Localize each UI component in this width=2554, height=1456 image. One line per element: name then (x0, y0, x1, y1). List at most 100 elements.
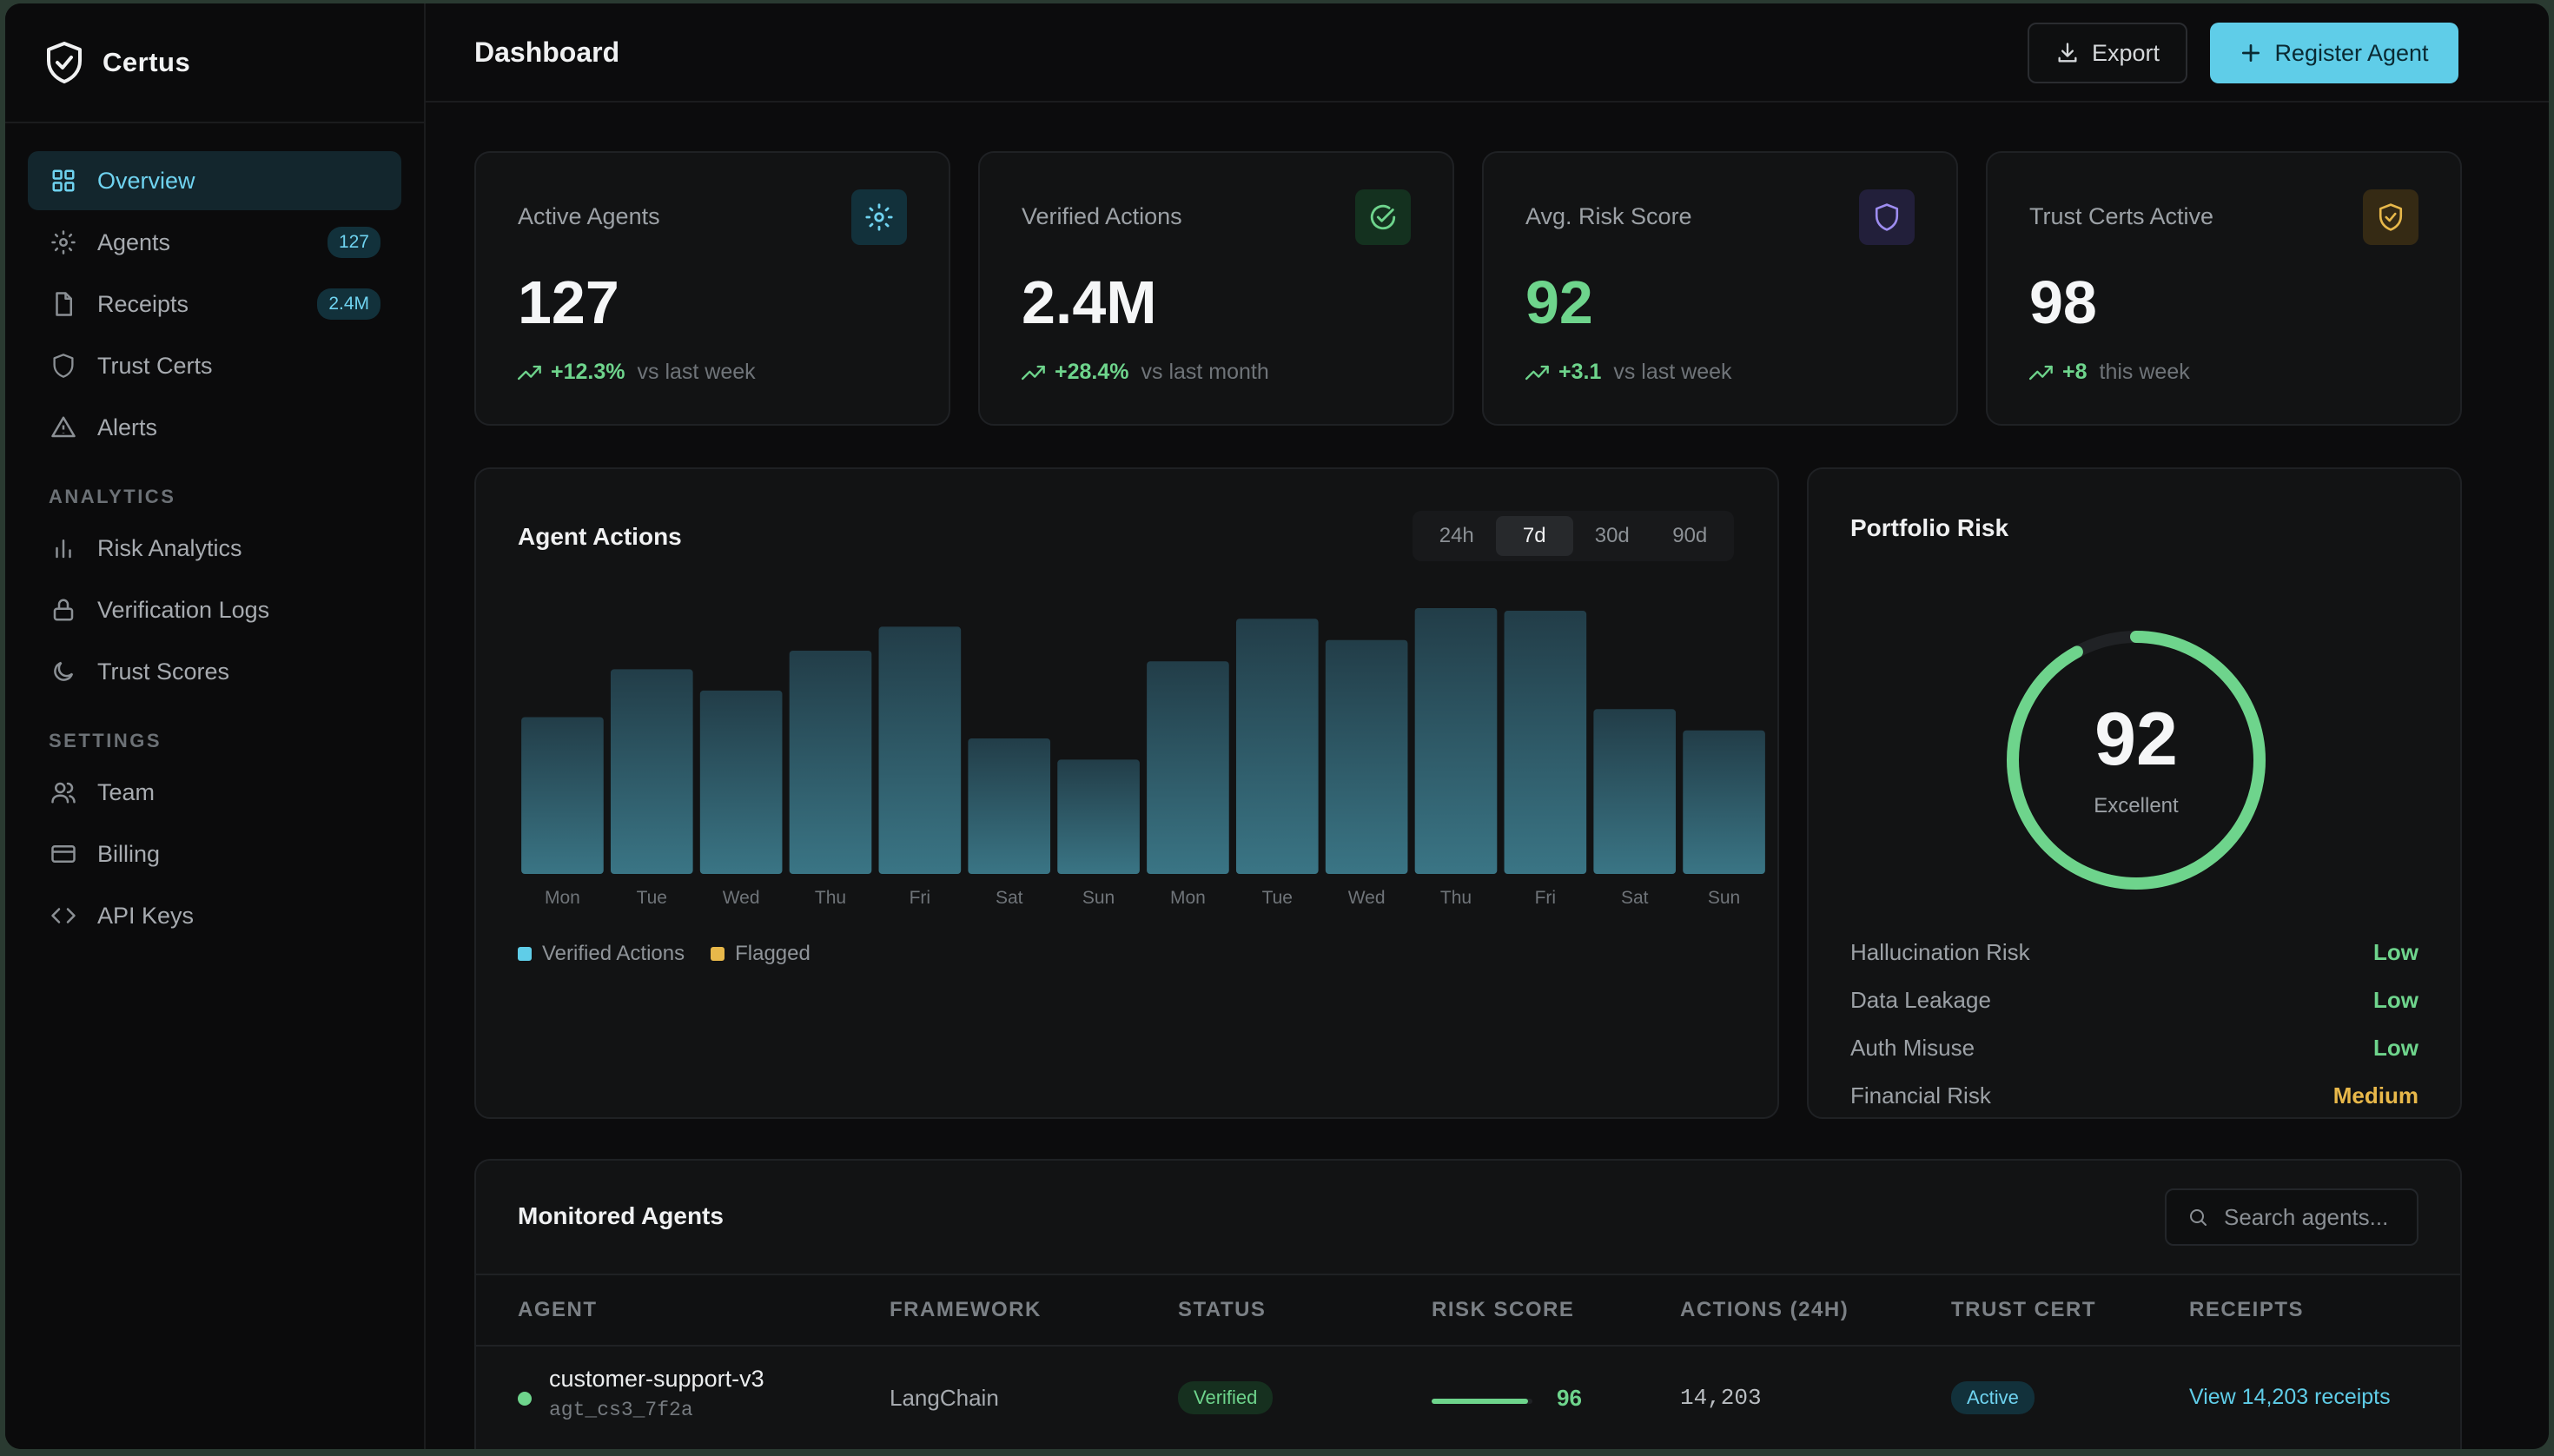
count-badge: 127 (327, 227, 380, 258)
delta-value: +3.1 (1558, 360, 1602, 384)
status-dot (518, 1392, 532, 1406)
column-header-trust-cert[interactable]: TRUST CERT (1951, 1298, 2096, 1321)
stat-value: 98 (2029, 268, 2097, 336)
risk-name: Auth Misuse (1850, 1034, 1975, 1061)
stat-card-active-agents: Active Agents 127 +12.3% vs last week (474, 151, 950, 426)
risk-score-track (1432, 1399, 1532, 1404)
delta-value: +8 (2062, 360, 2088, 384)
gauge-arc (2007, 631, 2266, 890)
column-header-receipts[interactable]: RECEIPTS (2189, 1298, 2305, 1321)
shield-icon (49, 351, 78, 381)
sidebar-item-trust-scores[interactable]: Trust Scores (28, 642, 401, 701)
stat-delta: +28.4% vs last month (1022, 360, 1269, 385)
sidebar-item-label: Billing (97, 840, 161, 867)
risk-name: Financial Risk (1850, 1082, 1991, 1109)
chart-bar[interactable] (1414, 608, 1498, 874)
chart-bar[interactable] (1593, 709, 1677, 874)
trend-up-icon (1022, 365, 1045, 380)
sidebar-item-verification-logs[interactable]: Verification Logs (28, 580, 401, 639)
risk-level: Low (2373, 938, 2418, 965)
chart-bar[interactable] (878, 626, 962, 874)
risk-level: Low (2373, 1034, 2418, 1061)
sidebar-nav: Overview Agents 127 Receipts 2.4M (5, 123, 424, 945)
trend-up-icon (1525, 365, 1549, 380)
register-agent-label: Register Agent (2274, 39, 2429, 66)
chart-bar[interactable] (789, 650, 872, 874)
delta-value: +12.3% (551, 360, 625, 384)
legend-label: Flagged (735, 942, 811, 965)
brand[interactable]: Certus (5, 3, 424, 123)
shield-check-logo-icon (43, 40, 85, 85)
sidebar-item-label: Agents (97, 228, 171, 255)
chart-bar[interactable] (1504, 611, 1587, 874)
risk-score-value: 96 (1557, 1385, 1582, 1411)
risk-row-auth-misuse: Auth Misuse Low (1850, 1030, 2418, 1065)
range-30d-button[interactable]: 30d (1594, 524, 1630, 547)
range-24h-button[interactable]: 24h (1439, 524, 1474, 547)
sun-icon (851, 189, 907, 245)
table-title: Monitored Agents (518, 1202, 724, 1229)
column-header-agent[interactable]: AGENT (518, 1298, 598, 1321)
range-90d-button[interactable]: 90d (1672, 524, 1708, 547)
count-badge: 2.4M (317, 288, 380, 320)
code-icon (49, 901, 78, 930)
risk-score-gauge: 92 Excellent (2002, 625, 2271, 895)
lock-icon (49, 595, 78, 625)
sidebar-item-team[interactable]: Team (28, 763, 401, 822)
shield-icon (1859, 189, 1915, 245)
top-bar: Dashboard Export Register Agent (426, 3, 2549, 103)
stat-label: Active Agents (518, 203, 660, 229)
bar-chart-icon (49, 533, 78, 563)
table-row[interactable]: customer-support-v3 agt_cs3_7f2a LangCha… (476, 1345, 2460, 1449)
export-button[interactable]: Export (2028, 23, 2187, 83)
column-header-actions[interactable]: ACTIONS (24H) (1680, 1298, 1849, 1321)
chart-bar[interactable] (1325, 639, 1408, 874)
search-input[interactable] (2222, 1202, 2417, 1232)
chart-bar[interactable] (1683, 730, 1765, 874)
legend-label: Verified Actions (542, 942, 685, 965)
sidebar-item-receipts[interactable]: Receipts 2.4M (28, 275, 401, 334)
column-header-framework[interactable]: FRAMEWORK (890, 1298, 1042, 1321)
shield-check-icon (2363, 189, 2418, 245)
column-header-risk-score[interactable]: RISK SCORE (1432, 1298, 1575, 1321)
column-header-status[interactable]: STATUS (1178, 1298, 1267, 1321)
x-tick-label: Sun (1708, 888, 1740, 908)
sidebar-item-trust-certs[interactable]: Trust Certs (28, 336, 401, 395)
chart-bar[interactable] (610, 669, 693, 874)
sidebar-item-api-keys[interactable]: API Keys (28, 886, 401, 945)
view-receipts-link[interactable]: View 14,203 receipts (2189, 1385, 2391, 1409)
app-window: Certus Overview Agents 127 Receipts (5, 3, 2549, 1449)
sidebar-item-label: Team (97, 778, 155, 805)
sidebar-item-alerts[interactable]: Alerts (28, 398, 401, 457)
agent-id: agt_cs3_7f2a (549, 1399, 693, 1421)
plus-icon (2242, 43, 2260, 63)
chart-bar[interactable] (1235, 619, 1319, 874)
search-box[interactable] (2165, 1188, 2418, 1246)
register-agent-button[interactable]: Register Agent (2210, 23, 2458, 83)
risk-row-hallucination: Hallucination Risk Low (1850, 935, 2418, 970)
chart-bar[interactable] (968, 738, 1051, 874)
status-badge: Verified (1178, 1381, 1274, 1414)
risk-row-financial: Financial Risk Medium (1850, 1078, 2418, 1113)
chart-bar[interactable] (1057, 759, 1140, 874)
chart-bar[interactable] (521, 717, 604, 874)
grid-icon (49, 166, 78, 195)
users-icon (49, 778, 78, 807)
chart-bar[interactable] (1147, 661, 1229, 874)
x-tick-label: Wed (723, 888, 760, 908)
delta-compare: vs last week (637, 360, 756, 384)
stat-label: Verified Actions (1022, 203, 1182, 229)
stat-label: Avg. Risk Score (1525, 203, 1692, 229)
download-icon (2058, 43, 2077, 63)
sidebar-item-billing[interactable]: Billing (28, 824, 401, 884)
range-7d-button[interactable]: 7d (1495, 516, 1573, 556)
stat-value: 92 (1525, 268, 1593, 336)
chart-title: Agent Actions (518, 523, 682, 550)
risk-level: Low (2373, 986, 2418, 1013)
chart-bar[interactable] (699, 690, 783, 874)
sidebar-item-overview[interactable]: Overview (28, 151, 401, 210)
sidebar-item-agents[interactable]: Agents 127 (28, 213, 401, 272)
moon-icon (49, 657, 78, 686)
sidebar-item-risk-analytics[interactable]: Risk Analytics (28, 519, 401, 578)
delta-compare: vs last month (1141, 360, 1269, 384)
